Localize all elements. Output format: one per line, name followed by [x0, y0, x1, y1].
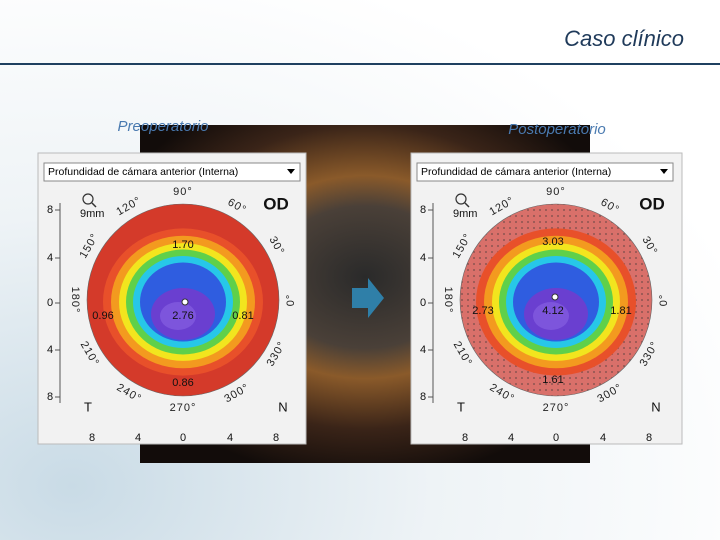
map-zone: [533, 302, 569, 330]
axis-bottom-label: 0: [553, 432, 559, 444]
eye-label: OD: [639, 194, 665, 213]
scale-label: 9mm: [453, 208, 477, 220]
dropdown-arrow: [660, 169, 668, 174]
axis-left-label: 8: [420, 204, 426, 216]
axis-bottom-label: 8: [646, 432, 652, 444]
degree-label: 90°: [173, 186, 193, 198]
axis-bottom-label: 8: [462, 432, 468, 444]
degree-label: 0°: [658, 294, 670, 307]
eye-label: OD: [263, 194, 289, 213]
degree-label: 0°: [285, 294, 297, 307]
dropdown-arrow: [287, 169, 295, 174]
topography-panel: Profundidad de cámara anterior (Interna)…: [37, 152, 307, 445]
degree-label: 180°: [69, 287, 81, 314]
magnifier: [455, 193, 467, 205]
reading-right: 0.81: [232, 310, 253, 322]
reading-center: 4.12: [542, 305, 563, 317]
panel-label: Postoperatorio: [508, 121, 606, 138]
temporal-label: T: [457, 399, 465, 414]
degree-label: 90°: [546, 186, 566, 198]
reading-bottom: 0.86: [172, 377, 193, 389]
axis-bottom-label: 4: [135, 432, 141, 444]
reading-top: 3.03: [542, 236, 563, 248]
axis-bottom-label: 4: [508, 432, 514, 444]
nasal-label: N: [651, 399, 660, 414]
reading-left: 0.96: [92, 310, 113, 322]
marker: [181, 298, 189, 306]
temporal-label: T: [84, 399, 92, 414]
axis-bottom-label: 4: [227, 432, 233, 444]
map-zone: [160, 302, 196, 330]
axis-left-label: 0: [47, 297, 53, 309]
magnifier: [82, 193, 94, 205]
reading-center: 2.76: [172, 310, 193, 322]
nasal-label: N: [278, 399, 287, 414]
reading-bottom: 1.61: [542, 374, 563, 386]
degree-label: 270°: [543, 402, 570, 414]
degree-label: 180°: [442, 287, 454, 314]
ring: [86, 203, 280, 397]
axis-left-label: 4: [420, 252, 426, 264]
arrow: [352, 278, 384, 318]
axis-left-label: 4: [420, 344, 426, 356]
dropdown[interactable]: [416, 162, 674, 182]
dropdown[interactable]: [43, 162, 301, 182]
slide-title: Caso clínico: [564, 26, 684, 51]
ring: [459, 203, 653, 397]
axis-left-label: 4: [47, 344, 53, 356]
axis-left-label: 0: [420, 297, 426, 309]
axis-left-label: 4: [47, 252, 53, 264]
scale-label: 9mm: [80, 208, 104, 220]
reading-right: 1.81: [610, 305, 631, 317]
magnifier-handle: [91, 202, 97, 208]
marker: [551, 293, 559, 301]
axis-left-label: 8: [47, 204, 53, 216]
axis-bottom-label: 4: [600, 432, 606, 444]
axis-left-label: 8: [420, 391, 426, 403]
axis-left-label: 8: [47, 391, 53, 403]
axis-bottom-label: 8: [273, 432, 279, 444]
dropdown-text: Profundidad de cámara anterior (Interna): [48, 166, 238, 178]
reading-left: 2.73: [472, 305, 493, 317]
magnifier-handle: [464, 202, 470, 208]
panel-label: Preoperatorio: [118, 118, 209, 135]
reading-top: 1.70: [172, 239, 193, 251]
degree-label: 270°: [170, 402, 197, 414]
topography-panel: Profundidad de cámara anterior (Interna)…: [410, 152, 683, 445]
axis-bottom-label: 0: [180, 432, 186, 444]
dropdown-text: Profundidad de cámara anterior (Interna): [421, 166, 611, 178]
axis-bottom-label: 8: [89, 432, 95, 444]
